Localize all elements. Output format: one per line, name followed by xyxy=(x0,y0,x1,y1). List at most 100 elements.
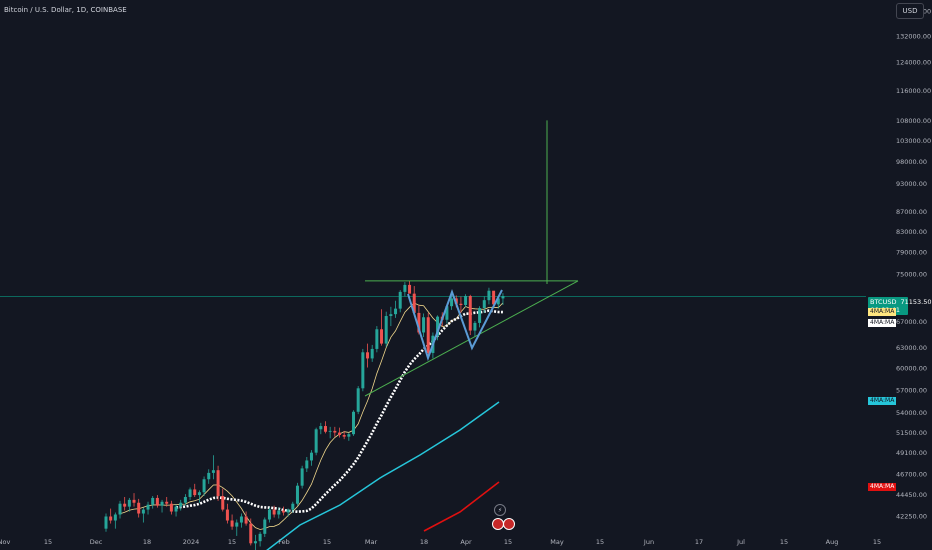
price-axis-label: 93000.00 xyxy=(896,180,927,188)
price-axis-label: 75000.00 xyxy=(896,271,927,279)
candle-body xyxy=(384,316,388,344)
axis-layer: 140000.00132000.00124000.00116000.001080… xyxy=(0,8,931,547)
candle-body xyxy=(478,308,482,323)
candle-body xyxy=(216,470,220,497)
candle-body xyxy=(188,489,192,497)
candle-body xyxy=(211,470,215,473)
candle-body xyxy=(118,503,122,515)
time-axis-label: 2024 xyxy=(183,538,200,546)
candle-body xyxy=(501,296,505,299)
last-price-value: 71153.50 xyxy=(900,298,932,306)
candle-body xyxy=(155,497,159,506)
price-axis-label: 103000.00 xyxy=(896,137,931,145)
ma-label-cyan: 4MA:MA xyxy=(868,397,897,406)
price-axis-label: 49100.00 xyxy=(896,449,927,457)
price-axis-label: 44450.00 xyxy=(896,491,927,499)
ma-red-line xyxy=(423,481,500,532)
price-axis-label: 116000.00 xyxy=(896,87,931,95)
candle-body xyxy=(417,312,421,333)
price-axis-label: 98000.00 xyxy=(896,158,927,166)
candle-body xyxy=(468,296,472,331)
candle-body xyxy=(403,284,407,292)
candle-body xyxy=(258,533,262,542)
candle-body xyxy=(151,497,155,505)
candle-body xyxy=(314,429,318,453)
us-flag-event-icon-2[interactable] xyxy=(503,518,515,530)
candle-body xyxy=(319,426,323,430)
time-axis-label: Nov xyxy=(0,538,10,546)
time-axis-label: 15 xyxy=(780,538,788,546)
candle-body xyxy=(492,290,496,305)
ascending-trendline xyxy=(364,280,579,397)
candle-body xyxy=(113,514,117,521)
ma-label-red: 4MA:MA xyxy=(868,482,897,491)
price-axis-label: 79000.00 xyxy=(896,249,927,257)
lightning-icon[interactable]: ⚡ xyxy=(494,504,506,516)
candle-body xyxy=(473,322,477,331)
price-axis-label: 132000.00 xyxy=(896,32,931,40)
candle-body xyxy=(459,303,463,305)
price-axis-label: 57000.00 xyxy=(896,386,927,394)
time-axis-label: May xyxy=(550,538,564,546)
candle-body xyxy=(193,489,197,496)
candle-body xyxy=(328,430,332,432)
candle-body xyxy=(127,499,131,507)
candle-body xyxy=(482,300,486,309)
price-axis-label: 124000.00 xyxy=(896,59,931,67)
currency-button[interactable]: USD xyxy=(896,3,924,19)
candle-body xyxy=(347,434,351,437)
time-axis-label: 15 xyxy=(873,538,881,546)
candle-body xyxy=(445,306,449,320)
time-axis-label: 15 xyxy=(228,538,236,546)
w-pattern-line xyxy=(407,289,503,362)
moving-averages-layer xyxy=(119,302,504,550)
candle-body xyxy=(295,485,299,504)
price-axis-label: 46700.00 xyxy=(896,470,927,478)
candle-body xyxy=(281,510,285,513)
candle-body xyxy=(141,509,145,514)
ma-cyan-line xyxy=(266,401,500,550)
candle-body xyxy=(221,496,225,510)
candle-body xyxy=(496,298,500,305)
candle-body xyxy=(375,329,379,349)
candle-body xyxy=(249,523,253,544)
candle-body xyxy=(123,503,127,507)
candle-body xyxy=(412,293,416,313)
price-axis-label: 54000.00 xyxy=(896,409,927,417)
candle-body xyxy=(436,316,440,336)
candle-body xyxy=(109,516,113,521)
time-axis-label: Aug xyxy=(826,538,839,546)
last-price-symbol: BTCUSD xyxy=(870,298,897,306)
candle-body xyxy=(426,317,430,353)
time-axis-label: Feb xyxy=(278,538,290,546)
candles-layer xyxy=(104,280,505,550)
price-axis-label: 83000.00 xyxy=(896,228,927,236)
candle-body xyxy=(165,501,169,504)
candle-body xyxy=(380,329,384,344)
time-axis-label: Jul xyxy=(736,538,745,546)
candle-body xyxy=(286,509,290,513)
candle-body xyxy=(300,468,304,486)
ma-label-white: 4MA:MA xyxy=(868,318,897,327)
candle-body xyxy=(272,509,276,515)
candle-body xyxy=(277,510,281,515)
time-axis-label: 18 xyxy=(143,538,151,546)
candle-body xyxy=(323,426,327,432)
candle-body xyxy=(370,348,374,359)
candle-body xyxy=(342,435,346,437)
price-axis-label: 63000.00 xyxy=(896,344,927,352)
candle-body xyxy=(487,290,491,301)
candle-body xyxy=(408,284,412,294)
price-axis-label: 60000.00 xyxy=(896,365,927,373)
candle-body xyxy=(244,516,248,524)
time-axis-label: Dec xyxy=(90,538,103,546)
price-axis-label: 42250.00 xyxy=(896,513,927,521)
price-axis-label: 87000.00 xyxy=(896,208,927,216)
time-axis-label: Mar xyxy=(365,538,378,546)
candle-body xyxy=(422,317,426,333)
candle-body xyxy=(169,503,173,512)
candle-body xyxy=(230,520,234,527)
candle-body xyxy=(174,506,178,512)
candle-body xyxy=(291,503,295,510)
